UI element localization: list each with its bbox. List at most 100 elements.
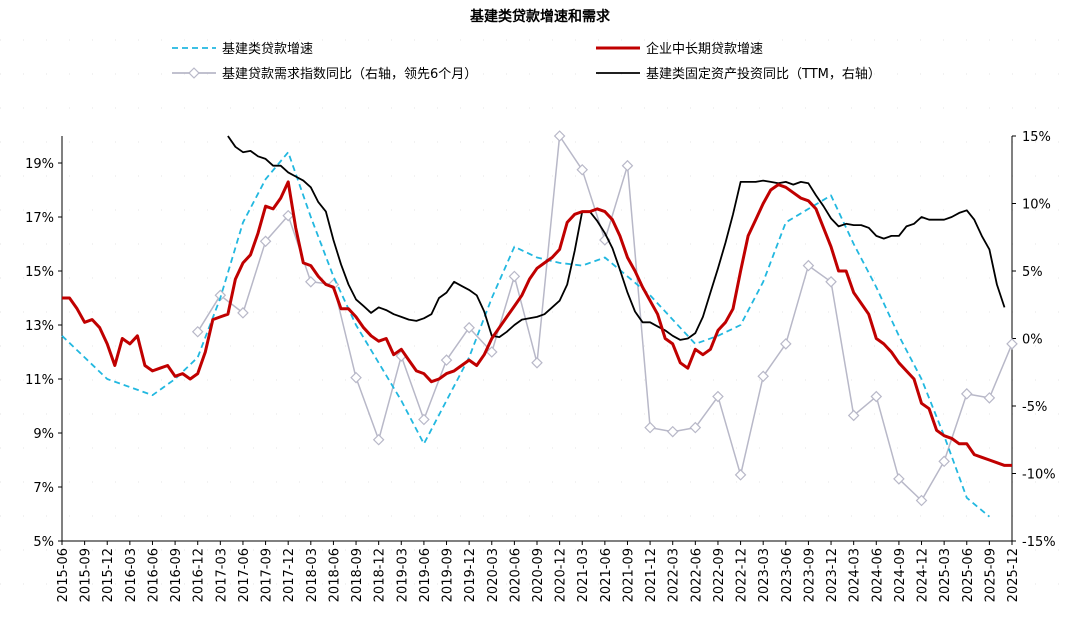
- x-tick-label: 2016-12: [192, 548, 207, 602]
- x-tick-label: 2023-06: [780, 548, 795, 602]
- series-line-1: [62, 180, 1012, 467]
- right-tick-label: -15%: [1022, 535, 1056, 550]
- series-point: [666, 425, 679, 438]
- x-tick-label: 2019-03: [395, 548, 410, 602]
- left-tick-label: 13%: [25, 319, 54, 334]
- series-point: [282, 209, 294, 222]
- x-tick-label: 2018-09: [350, 548, 365, 602]
- right-tick-label: -10%: [1022, 468, 1056, 483]
- x-tick-label: 2023-09: [802, 548, 817, 602]
- series-point: [259, 235, 272, 248]
- x-tick-label: 2016-06: [146, 548, 161, 602]
- series-point: [757, 370, 769, 383]
- series-point: [893, 473, 905, 485]
- axes: [61, 136, 1013, 542]
- x-tick-label: 2019-12: [463, 548, 478, 602]
- x-tick-label: 2017-03: [214, 548, 229, 602]
- x-tick-label: 2018-12: [373, 548, 388, 602]
- x-tick-label: 2024-03: [848, 548, 863, 602]
- right-tick-label: 0%: [1022, 333, 1043, 348]
- legend-label: 基建类贷款增速: [222, 42, 313, 57]
- x-tick-label: 2018-06: [327, 548, 342, 602]
- x-tick-label: 2021-03: [576, 548, 591, 602]
- series-point: [689, 421, 702, 434]
- left-tick-label: 11%: [25, 373, 54, 388]
- x-tick-label: 2022-12: [735, 548, 750, 602]
- series-point: [1006, 338, 1018, 350]
- x-tick-label: 2019-06: [418, 548, 433, 602]
- x-tick-label: 2025-09: [983, 548, 998, 602]
- x-tick-label: 2021-12: [644, 548, 659, 602]
- series-point: [712, 390, 724, 403]
- x-axis-ticks: 2015-06 2015-09 2015-12 2016-03 2016-06 2016-…: [56, 541, 1021, 602]
- series-point: [191, 325, 204, 338]
- series-point: [915, 494, 928, 507]
- x-tick-label: 2015-09: [79, 548, 94, 602]
- x-tick-label: 2022-06: [689, 548, 704, 602]
- plot-area: [61, 130, 1018, 518]
- left-tick-label: 15%: [25, 265, 54, 280]
- x-tick-label: 2015-12: [101, 548, 116, 602]
- series-point: [553, 130, 566, 142]
- x-tick-label: 2024-06: [870, 548, 885, 602]
- x-tick-label: 2017-12: [282, 548, 297, 602]
- right-axis-ticks: -15% -10% -5% 0% 5% 10% 15%: [1012, 130, 1056, 550]
- series-line-0: [61, 151, 990, 518]
- x-tick-label: 2020-03: [486, 548, 501, 602]
- x-tick-label: 2025-03: [938, 548, 953, 602]
- series-point: [237, 307, 249, 319]
- right-tick-label: 15%: [1022, 130, 1051, 145]
- x-tick-label: 2024-09: [893, 548, 908, 602]
- legend-label: 企业中长期贷款增速: [646, 41, 763, 57]
- series-point: [508, 270, 521, 283]
- x-tick-label: 2016-09: [169, 548, 184, 602]
- x-tick-label: 2023-12: [825, 548, 840, 602]
- chart-title: 基建类贷款增速和需求: [470, 8, 611, 25]
- left-tick-label: 19%: [25, 157, 54, 172]
- series-point: [734, 469, 747, 481]
- x-tick-label: 2017-09: [260, 548, 275, 602]
- x-tick-label: 2021-09: [621, 548, 636, 602]
- x-tick-label: 2020-06: [508, 548, 523, 602]
- series-point: [825, 276, 837, 288]
- series-point: [960, 388, 973, 400]
- right-tick-label: -5%: [1022, 400, 1047, 415]
- series-line-2: [197, 135, 1013, 502]
- series-point: [870, 390, 883, 403]
- x-tick-label: 2020-12: [554, 548, 569, 602]
- series-point: [463, 321, 475, 334]
- x-tick-label: 2022-09: [712, 548, 727, 602]
- x-tick-label: 2025-06: [961, 548, 976, 602]
- left-tick-label: 5%: [33, 535, 54, 550]
- x-tick-label: 2015-06: [56, 548, 71, 602]
- series-point: [440, 354, 453, 366]
- x-tick-label: 2018-03: [305, 548, 320, 602]
- legend-marker: [188, 67, 200, 79]
- x-tick-label: 2016-03: [124, 548, 139, 602]
- series-point: [802, 259, 815, 272]
- series-point: [576, 163, 589, 176]
- right-tick-label: 5%: [1022, 265, 1043, 280]
- series-point: [780, 338, 792, 350]
- series-point: [938, 455, 950, 468]
- x-tick-label: 2022-03: [667, 548, 682, 602]
- legend-label: 基建类固定资产投资同比（TTM，右轴）: [646, 66, 881, 82]
- series-point: [485, 346, 498, 358]
- left-tick-label: 17%: [25, 211, 54, 226]
- x-tick-label: 2023-03: [757, 548, 772, 602]
- x-tick-label: 2020-09: [531, 548, 546, 602]
- series-point: [350, 371, 362, 384]
- x-tick-label: 2021-06: [599, 548, 614, 602]
- series-point: [372, 433, 385, 446]
- x-tick-label: 2025-12: [1006, 548, 1021, 602]
- left-tick-label: 7%: [33, 481, 54, 496]
- series-point: [983, 392, 996, 404]
- x-tick-label: 2017-06: [237, 548, 252, 602]
- left-axis-ticks: 5% 7% 9% 11% 13% 15% 17% 19%: [25, 157, 62, 550]
- series-point: [305, 276, 317, 288]
- series-point: [418, 413, 430, 426]
- right-tick-label: 10%: [1022, 198, 1051, 213]
- x-tick-label: 2019-09: [441, 548, 456, 602]
